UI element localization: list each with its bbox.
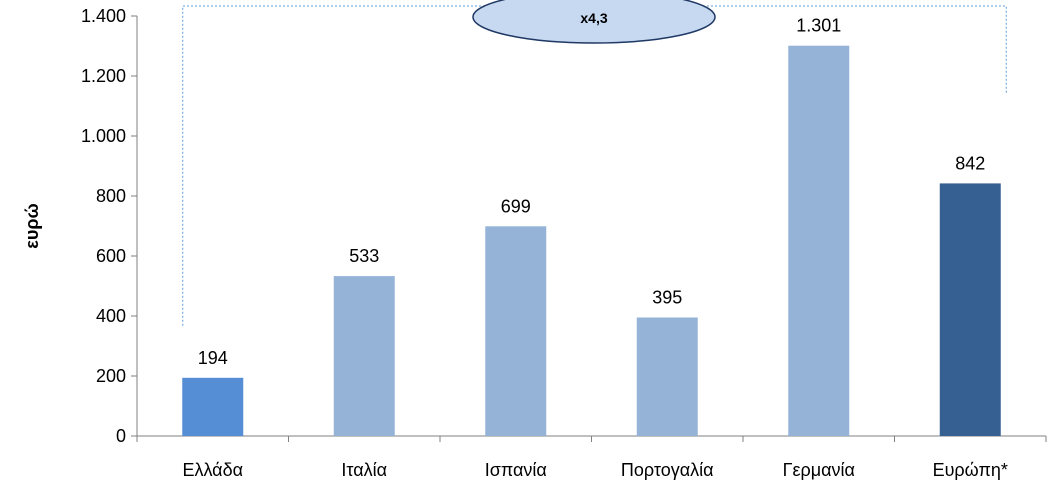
y-tick-label: 1.200 — [81, 66, 126, 86]
axes — [131, 15, 1047, 442]
bars — [182, 45, 1001, 436]
y-tick-label: 0 — [116, 426, 126, 446]
x-category-label: Ιταλία — [341, 460, 387, 480]
labels: 0 200 400 600 800 1.000 1.200 1.400 194 Ελλάδα 533… — [81, 6, 1008, 480]
bar — [182, 377, 244, 436]
bar — [636, 317, 698, 436]
bar-value-label: 699 — [501, 196, 531, 216]
y-tick-label: 200 — [96, 366, 126, 386]
ratio-annotation: x4,3 — [472, 0, 716, 44]
bar-value-label: 842 — [955, 153, 985, 173]
bar — [788, 45, 850, 436]
x-category-label: Γερμανία — [783, 460, 855, 480]
ratio-annotation-text: x4,3 — [580, 10, 607, 26]
bar — [333, 276, 395, 436]
comparison-connector — [182, 5, 1007, 326]
bar-value-label: 1.301 — [796, 16, 841, 36]
bar — [939, 183, 1001, 436]
y-tick-label: 600 — [96, 246, 126, 266]
y-tick-label: 800 — [96, 186, 126, 206]
bar-value-label: 194 — [198, 348, 228, 368]
y-tick-label: 1.400 — [81, 6, 126, 26]
x-category-label: Ισπανία — [485, 460, 547, 480]
connector-line — [182, 5, 1007, 326]
y-tick-label: 400 — [96, 306, 126, 326]
x-category-label: Ευρώπη* — [933, 460, 1008, 480]
x-category-label: Πορτογαλία — [621, 460, 714, 480]
y-tick-label: 1.000 — [81, 126, 126, 146]
y-axis-title: ευρώ — [22, 203, 42, 248]
bar-value-label: 533 — [349, 246, 379, 266]
bar-value-label: 395 — [652, 288, 682, 308]
ratio-annotation-ellipse — [472, 0, 716, 44]
bar — [485, 226, 547, 436]
x-category-label: Ελλάδα — [182, 460, 243, 480]
